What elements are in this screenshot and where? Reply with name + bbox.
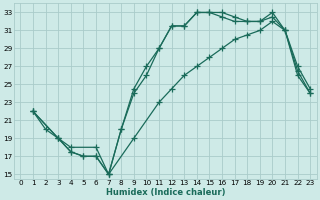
X-axis label: Humidex (Indice chaleur): Humidex (Indice chaleur): [106, 188, 225, 197]
